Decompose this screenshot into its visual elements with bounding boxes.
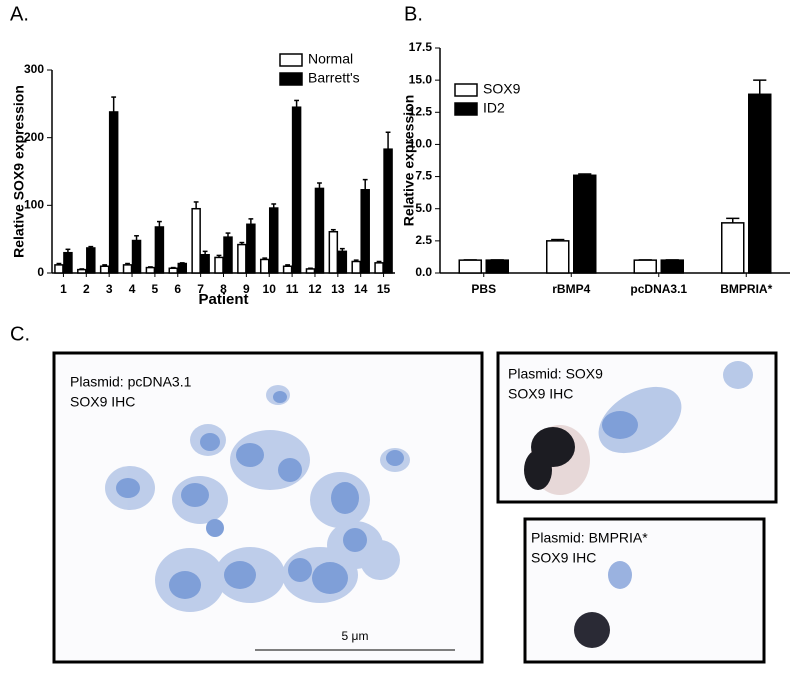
x-tick-label: 7 [197,282,204,296]
micrograph [52,351,484,664]
bar [77,268,87,274]
x-tick-label: 2 [83,282,90,296]
y-axis-label: Relative expression [401,95,417,227]
bar [721,222,745,274]
bar [268,207,279,274]
legend-label: Barrett's [308,70,360,86]
y-tick-label: 2.5 [415,233,432,247]
bar [214,256,224,274]
panel-label: B. [404,3,423,25]
legend-label: ID2 [483,100,505,116]
bar [328,230,339,274]
bar [259,258,270,274]
bar [99,265,110,274]
micrograph [523,517,766,664]
panel-text: Plasmid: pcDNA3.1 [70,374,192,390]
panel-text: SOX9 IHC [508,386,573,402]
bar [200,253,210,274]
x-tick-label: rBMP4 [552,282,590,296]
legend-label: Normal [308,51,353,67]
bar [305,268,316,274]
bar [237,243,247,274]
x-tick-label: 6 [174,282,181,296]
y-tick-label: 5.0 [415,201,432,215]
bar [546,240,570,274]
panel-text: Plasmid: BMPRIA* [531,530,648,546]
x-axis-label: Patient [198,291,248,308]
panel-label: C. [10,323,30,345]
legend-swatch [454,83,478,97]
x-tick-label: 3 [106,282,113,296]
y-tick-label: 0 [37,265,44,279]
bar [573,174,597,274]
bar [282,265,293,274]
y-tick-label: 17.5 [409,40,433,54]
x-tick-label: 4 [129,282,136,296]
y-tick-label: 10.0 [409,137,433,151]
bar [86,247,96,274]
bar [748,93,772,274]
y-tick-label: 15.0 [409,72,433,86]
bar [660,259,684,274]
bar [177,262,188,274]
x-tick-label: 11 [286,282,299,296]
bar [374,262,384,274]
y-axis-label: Relative SOX9 expression [11,85,27,258]
bar [351,260,361,274]
bar [191,207,201,274]
bar [131,239,142,274]
bar [360,189,370,274]
panel-text: SOX9 IHC [70,394,135,410]
legend-label: SOX9 [483,81,521,97]
bar [63,251,73,274]
micrograph [496,351,778,504]
x-tick-label: 12 [308,282,322,296]
y-tick-label: 0.0 [415,265,432,279]
y-tick-label: 100 [24,198,44,212]
bar [154,226,165,274]
bar [223,236,233,274]
panel-label: A. [10,3,29,25]
bar [337,250,348,274]
y-tick-label: 200 [24,130,44,144]
legend-swatch [279,72,303,86]
bar [246,223,256,274]
bar [314,187,325,274]
panel-text: SOX9 IHC [531,550,596,566]
panel-text: Plasmid: SOX9 [508,366,603,382]
y-tick-label: 12.5 [409,104,433,118]
legend-swatch [279,53,303,67]
bar [633,259,657,274]
x-tick-label: 8 [220,282,227,296]
x-tick-label: 15 [377,282,391,296]
bar [54,264,64,274]
bar [485,259,509,274]
x-tick-label: 1 [60,282,67,296]
x-tick-label: 5 [152,282,159,296]
x-tick-label: 10 [263,282,277,296]
bar [122,264,133,274]
x-tick-label: PBS [471,282,496,296]
y-tick-label: 7.5 [415,169,432,183]
legend-swatch [454,102,478,116]
x-tick-label: pcDNA3.1 [630,282,687,296]
scale-bar-label: 5 μm [342,629,369,643]
bar [108,111,119,274]
x-tick-label: 9 [243,282,250,296]
bar [168,267,179,274]
x-tick-label: BMPRIA* [720,282,772,296]
bar [291,106,302,274]
x-tick-label: 14 [354,282,368,296]
y-tick-label: 300 [24,62,44,76]
x-tick-label: 13 [331,282,345,296]
bar [458,259,482,274]
bar [383,148,393,274]
bar [145,266,156,274]
